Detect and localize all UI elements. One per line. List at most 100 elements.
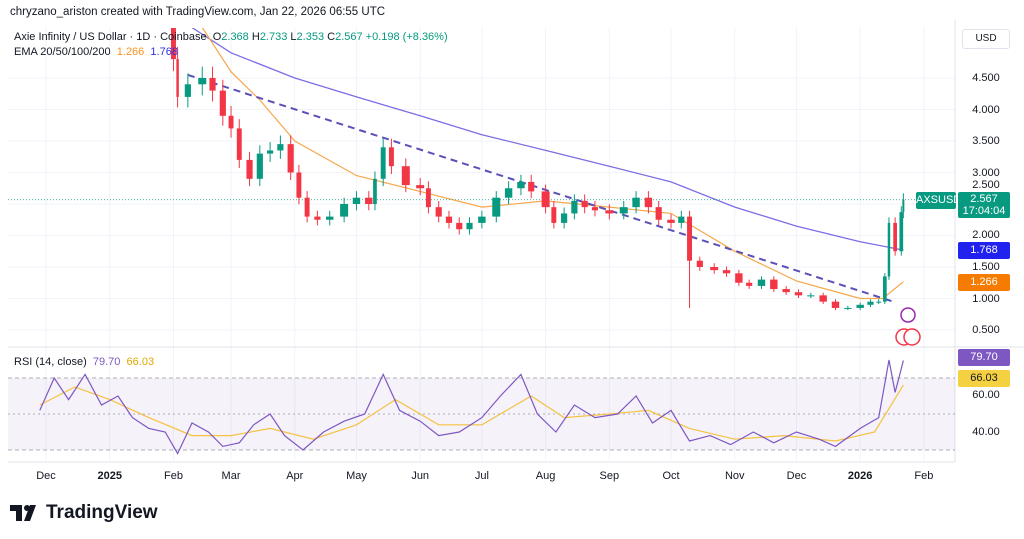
rsi-tick: 60.00 xyxy=(972,389,1000,401)
candle xyxy=(435,207,442,217)
ema200-line xyxy=(191,28,904,251)
ema-value-blue: 1.768 xyxy=(150,46,178,58)
time-tick: Sep xyxy=(599,470,620,482)
open-value: 2.368 xyxy=(221,31,249,43)
price-tick: 0.500 xyxy=(972,324,1000,336)
candle xyxy=(794,292,803,296)
candle xyxy=(528,181,535,192)
candle xyxy=(831,301,840,308)
candle xyxy=(287,144,294,173)
candle xyxy=(782,289,790,293)
candle xyxy=(340,204,349,217)
candle xyxy=(388,147,394,167)
candle xyxy=(770,279,778,290)
candle xyxy=(373,178,377,204)
ema-value-orange: 1.266 xyxy=(116,46,145,58)
close-label: C xyxy=(327,31,336,43)
time-tick: Aug xyxy=(535,470,556,482)
rsi-ma-value: 66.03 xyxy=(126,356,155,368)
candle xyxy=(314,216,321,220)
rsi-label: RSI (14, close) xyxy=(14,356,87,368)
candle xyxy=(710,267,719,271)
last-price-tag: 2.567 17:04:04 xyxy=(958,192,1010,218)
candle xyxy=(219,90,226,116)
candle xyxy=(746,282,753,286)
candle xyxy=(902,199,905,213)
price-tick: 1.500 xyxy=(972,261,1000,273)
candle xyxy=(171,28,176,60)
time-tick: Oct xyxy=(662,470,680,482)
high-label: H xyxy=(251,31,260,43)
candle xyxy=(856,304,864,308)
candle xyxy=(401,166,410,186)
time-tick: Nov xyxy=(724,470,745,482)
candle xyxy=(667,219,675,223)
rsi-line xyxy=(39,359,904,455)
tradingview-logo[interactable]: TradingView xyxy=(10,502,158,524)
price-tick: 3.500 xyxy=(972,135,1000,147)
currency-button[interactable]: USD xyxy=(962,29,1010,49)
rsi-value: 79.70 xyxy=(92,356,121,368)
price-pane xyxy=(8,28,955,311)
price-tick: 4.000 xyxy=(972,103,1000,116)
time-tick: Feb xyxy=(914,470,934,482)
candle xyxy=(571,200,578,214)
candle xyxy=(277,144,284,151)
ema50-tag: 1.266 xyxy=(958,274,1010,291)
candle xyxy=(551,207,557,223)
candle xyxy=(504,188,513,198)
price-tick: 2.500 xyxy=(972,179,1000,191)
bar-countdown: 17:04:04 xyxy=(962,205,1006,217)
rsi-legend[interactable]: RSI (14, close) 79.70 66.03 xyxy=(14,356,154,368)
trend-line xyxy=(187,73,894,303)
candle xyxy=(456,222,463,230)
candle xyxy=(687,216,692,261)
candle xyxy=(228,115,234,129)
candle xyxy=(893,222,897,252)
candle xyxy=(591,207,599,211)
candle xyxy=(445,216,453,223)
candle xyxy=(365,197,373,204)
rsi-band xyxy=(8,378,955,450)
time-tick: Apr xyxy=(286,470,304,482)
us-flag-icon xyxy=(903,328,921,346)
candle xyxy=(678,216,685,223)
candle xyxy=(887,222,891,277)
candle xyxy=(655,207,662,220)
price-tick: 1.000 xyxy=(972,292,1000,305)
close-value: 2.567 xyxy=(335,31,363,43)
high-value: 2.733 xyxy=(259,31,288,43)
candle xyxy=(619,207,628,214)
candle xyxy=(757,279,766,286)
rsi-ma-line xyxy=(39,384,904,442)
symbol-tag: AXSUSD xyxy=(916,192,961,209)
ema50-line xyxy=(201,28,904,300)
ema-legend[interactable]: EMA 20/50/100/200 1.266 1.768 xyxy=(14,46,178,58)
symbol-legend: Axie Infinity / US Dollar · 1D · Coinbas… xyxy=(14,31,448,43)
candle xyxy=(246,159,253,179)
candle xyxy=(296,172,302,198)
candle xyxy=(416,185,425,189)
open-label: O xyxy=(212,31,222,43)
rsi-ma-tag: 66.03 xyxy=(958,370,1010,387)
candle xyxy=(425,188,431,208)
candle xyxy=(819,295,827,302)
candle xyxy=(236,128,242,160)
symbol-description: Axie Infinity / US Dollar · 1D · Coinbas… xyxy=(14,31,207,43)
last-price: 2.567 xyxy=(970,193,998,205)
candle xyxy=(478,216,486,223)
candle xyxy=(492,197,501,217)
rsi-tag: 79.70 xyxy=(958,349,1010,366)
price-tick: 2.000 xyxy=(972,229,1000,241)
candle xyxy=(605,210,614,214)
flash-event-icon xyxy=(900,307,916,323)
candle xyxy=(581,200,588,208)
time-tick: Jun xyxy=(411,470,430,482)
candle xyxy=(735,273,743,283)
candle xyxy=(632,197,640,208)
candle xyxy=(352,197,361,204)
candle xyxy=(807,295,815,297)
low-value: 2.353 xyxy=(296,31,325,43)
candle xyxy=(644,197,653,208)
